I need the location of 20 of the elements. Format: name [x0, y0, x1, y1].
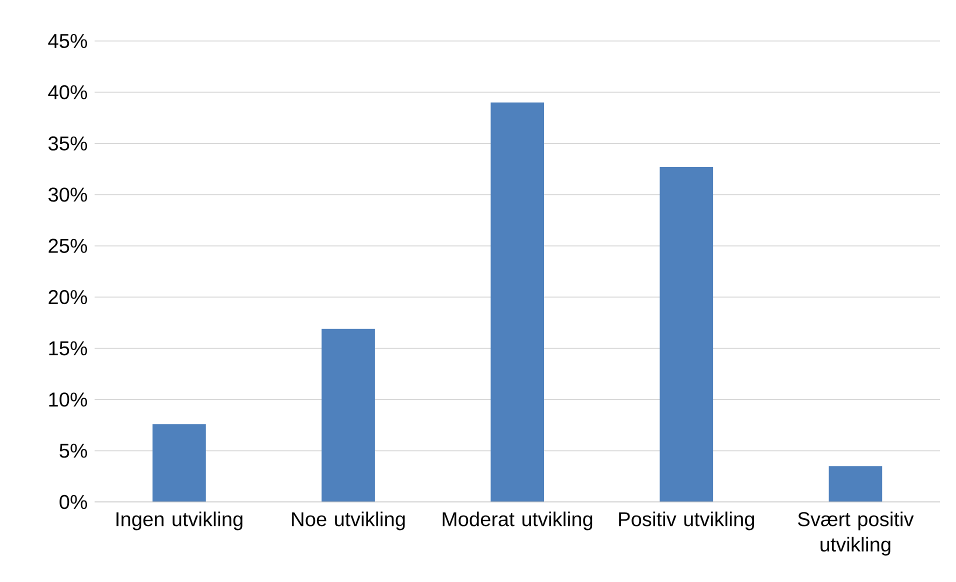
- bar: [322, 328, 375, 502]
- bar: [660, 167, 714, 502]
- y-tick-label: 35%: [48, 136, 88, 151]
- bar: [490, 102, 544, 502]
- bar: [828, 466, 882, 502]
- y-tick-label: 25%: [48, 238, 88, 253]
- y-tick-label: 20%: [48, 290, 88, 304]
- y-tick-label: 0%: [60, 494, 88, 510]
- y-tick-label: 45%: [48, 34, 88, 48]
- y-tick-label: 15%: [49, 341, 88, 356]
- y-tick-label: 40%: [48, 85, 88, 100]
- y-tick-label: 5%: [60, 444, 88, 458]
- x-tick-label: Ingen utvikling: [116, 512, 242, 530]
- y-tick-label: 30%: [48, 188, 88, 202]
- x-tick-label: Positiv utvikling: [619, 512, 754, 530]
- x-tick-label: Moderat utvikling: [442, 512, 592, 530]
- bar: [152, 424, 206, 502]
- x-tick-label: Noe utvikling: [292, 512, 405, 530]
- x-tick-label: Svært positiv utvikling: [798, 512, 914, 556]
- y-tick-label: 10%: [49, 392, 88, 407]
